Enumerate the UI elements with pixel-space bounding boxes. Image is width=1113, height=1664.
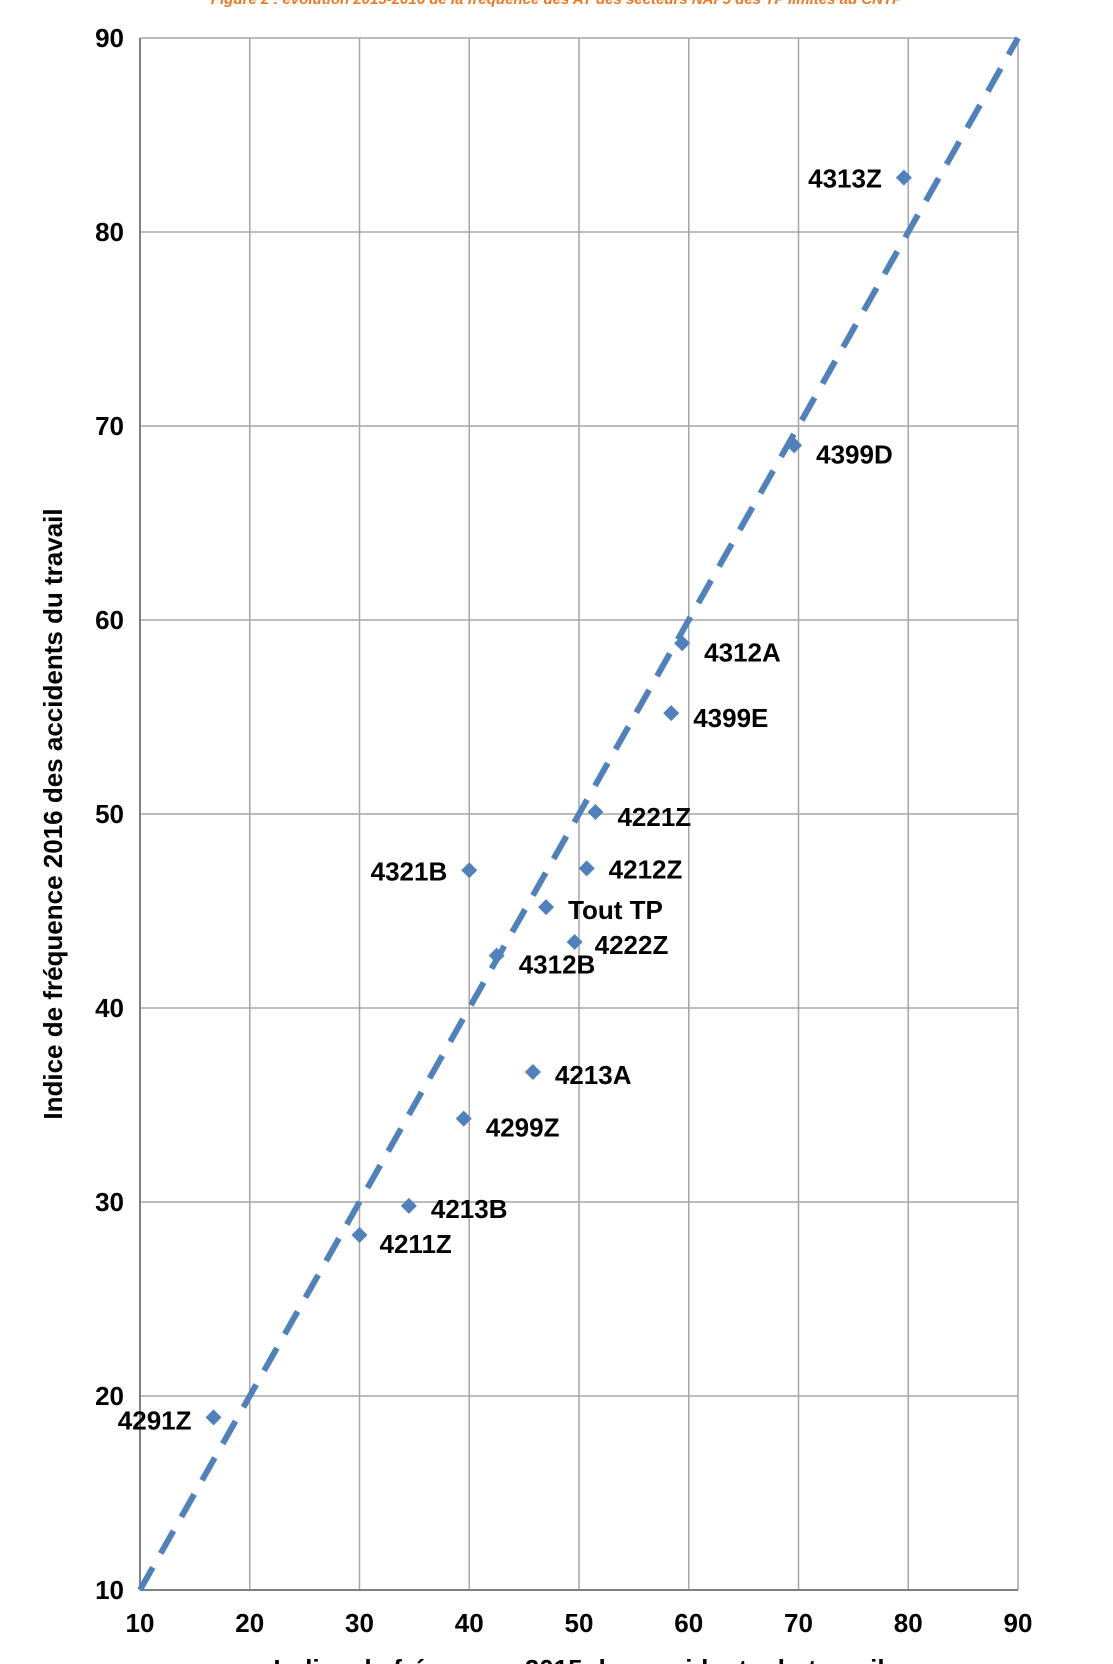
axes xyxy=(139,38,1018,1591)
y-tick-labels: 10 20 30 40 50 60 70 80 90 xyxy=(95,23,124,1605)
data-point xyxy=(566,934,583,951)
reference-line xyxy=(137,36,1021,1592)
x-tick-label: 40 xyxy=(455,1608,484,1638)
point-label: 4312A xyxy=(704,637,781,667)
x-tick-label: 60 xyxy=(674,1608,703,1638)
x-tick-labels: 10 20 30 40 50 60 70 80 90 xyxy=(126,1608,1033,1638)
chart-title: Figure 2 : évolution 2015-2016 de la fré… xyxy=(0,0,1113,8)
data-point xyxy=(455,1110,472,1127)
point-label: 4213A xyxy=(555,1060,632,1090)
y-tick-label: 30 xyxy=(95,1187,124,1217)
point-label: 4321B xyxy=(371,856,448,886)
data-point xyxy=(461,862,478,879)
point-label: 4299Z xyxy=(486,1113,560,1143)
x-tick-label: 50 xyxy=(565,1608,594,1638)
data-point xyxy=(674,635,691,652)
y-tick-label: 60 xyxy=(95,605,124,635)
points xyxy=(205,169,912,1426)
point-label: 4291Z xyxy=(118,1405,192,1435)
x-tick-label: 80 xyxy=(894,1608,923,1638)
data-point xyxy=(205,1409,222,1426)
point-label: 4312B xyxy=(519,950,596,980)
y-tick-label: 20 xyxy=(95,1381,124,1411)
point-label: 4213B xyxy=(431,1194,508,1224)
x-axis-label: Indice de fréquence 2015 des accidents d… xyxy=(273,1654,884,1664)
point-label: 4399D xyxy=(816,439,893,469)
x-tick-label: 30 xyxy=(345,1608,374,1638)
point-label: 4211Z xyxy=(380,1229,452,1259)
y-tick-label: 40 xyxy=(95,993,124,1023)
point-label: 4221Z xyxy=(617,802,691,832)
point-label: 4313Z xyxy=(808,164,882,194)
x-tick-label: 20 xyxy=(235,1608,264,1638)
point-labels: 4313Z 4399D 4312A 4399E 4221Z 4321B 4212Z Tout … xyxy=(118,164,893,1436)
data-point xyxy=(488,947,505,964)
x-tick-label: 10 xyxy=(126,1608,155,1638)
y-axis-label: Indice de fréquence 2016 des accidents d… xyxy=(38,508,68,1119)
x-tick-label: 70 xyxy=(784,1608,813,1638)
y-tick-label: 10 xyxy=(95,1575,124,1605)
x-tick-label: 90 xyxy=(1004,1608,1033,1638)
y-tick-label: 90 xyxy=(95,23,124,53)
data-point xyxy=(663,705,680,722)
data-point xyxy=(538,899,555,916)
data-point xyxy=(578,860,595,877)
data-point xyxy=(524,1064,541,1081)
point-label: 4399E xyxy=(693,703,768,733)
point-label: 4212Z xyxy=(609,854,683,884)
point-label: Tout TP xyxy=(568,895,663,925)
data-point xyxy=(786,437,803,454)
y-tick-label: 70 xyxy=(95,411,124,441)
data-point xyxy=(351,1226,368,1243)
data-point xyxy=(400,1197,417,1214)
data-point xyxy=(895,169,912,186)
point-label: 4222Z xyxy=(595,930,669,960)
y-tick-label: 80 xyxy=(95,217,124,247)
y-tick-label: 50 xyxy=(95,799,124,829)
data-point xyxy=(587,804,604,821)
